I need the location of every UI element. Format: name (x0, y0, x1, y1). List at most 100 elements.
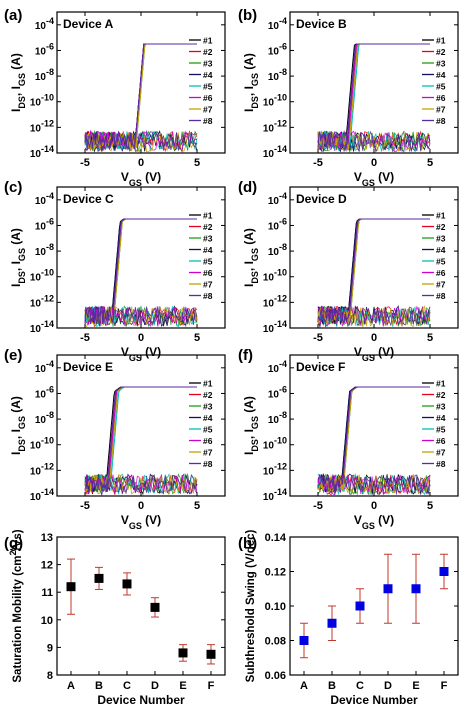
plot-frame (56, 354, 226, 497)
x-tick-label: -5 (80, 500, 90, 512)
plot-frame (56, 536, 226, 676)
drain-current-line-7 (84, 386, 197, 493)
gate-current-line-5 (84, 305, 198, 328)
gate-current-line-8 (84, 129, 198, 153)
panel-letter: (h) (238, 535, 257, 552)
x-tick-label: -5 (80, 157, 90, 169)
panel-title: Device A (63, 17, 114, 31)
data-marker (178, 648, 188, 658)
x-tick-label: C (356, 680, 364, 692)
panel-letter: (e) (4, 347, 22, 364)
y-tick-label: 10-14 (30, 319, 54, 335)
y-tick-label: 10-8 (35, 410, 54, 426)
x-tick-label: 0 (371, 157, 377, 169)
legend-label: #8 (203, 116, 213, 126)
gate-current-line-8 (84, 474, 198, 495)
plot-area (84, 43, 198, 153)
legend-label: #5 (436, 425, 446, 435)
legend-label: #1 (436, 379, 446, 389)
legend-label: #2 (436, 222, 446, 232)
y-axis-label: IDS, IGS (A) (242, 396, 260, 455)
legend-label: #7 (436, 280, 446, 290)
y-tick-label: 10-6 (35, 384, 54, 400)
panel-title: Device B (296, 17, 347, 31)
y-tick-label: 10-10 (263, 93, 287, 109)
panel-letter: (d) (238, 179, 257, 196)
transfer-panel-device-f: -5 0 5 10-4 10-6 10-8 10-10 10-12 10-14 Device F (… (238, 347, 459, 531)
legend-label: #2 (203, 390, 213, 400)
y-tick-label: 10-10 (30, 436, 54, 452)
x-tick-label: B (95, 680, 103, 692)
panel-letter: (f) (238, 347, 253, 364)
transfer-panel-device-d: -5 0 5 10-4 10-6 10-8 10-10 10-12 10-14 Device D (… (238, 179, 459, 363)
y-axis-label: IDS, IGS (A) (9, 53, 27, 112)
y-tick-label: 10-14 (263, 144, 287, 160)
x-tick-label: D (151, 680, 159, 692)
gate-current-line-6 (317, 305, 431, 327)
y-tick-label: 10-8 (35, 67, 54, 83)
y-tick-label: 10-4 (35, 16, 54, 32)
y-tick-label: 13 (41, 532, 53, 544)
y-axis-label: Saturation Mobility (cm2/Vs) (8, 529, 24, 682)
y-tick-label: 10-8 (35, 242, 54, 258)
legend-label: #3 (203, 402, 213, 412)
legend-label: #2 (436, 47, 446, 57)
gate-current-line-7 (317, 130, 431, 153)
data-marker (411, 584, 421, 594)
x-axis-label: VGS (V) (354, 170, 394, 188)
y-tick-label: 10-4 (268, 191, 287, 207)
y-tick-label: 10-6 (35, 216, 54, 232)
plot-area (317, 386, 431, 496)
scatter-panel-mobility: 8 9 10 11 12 13 A B C D E F Device Number Saturation … (4, 529, 226, 707)
y-axis-label: IDS, IGS (A) (9, 396, 27, 455)
x-tick-label: E (412, 680, 419, 692)
gate-current-line-8 (317, 305, 431, 328)
x-tick-label: D (384, 680, 392, 692)
gate-current-line-6 (84, 131, 198, 153)
legend-label: #8 (203, 459, 213, 469)
gate-current-line-6 (84, 473, 198, 495)
x-tick-label: 5 (427, 157, 433, 169)
x-tick-label: 5 (194, 500, 200, 512)
y-tick-label: 10-12 (263, 293, 287, 309)
legend-label: #6 (436, 436, 446, 446)
data-marker (122, 579, 132, 589)
drain-current-line-8 (317, 218, 430, 324)
legend-label: #6 (436, 268, 446, 278)
legend-label: #6 (203, 436, 213, 446)
data-marker (150, 602, 160, 612)
panel-letter: (b) (238, 7, 257, 24)
legend-label: #2 (203, 47, 213, 57)
gate-current-line-8 (317, 473, 431, 495)
y-tick-label: 0.10 (265, 601, 286, 613)
x-axis-label: VGS (V) (121, 513, 161, 531)
panel-title: Device C (63, 192, 114, 206)
y-tick-label: 10-4 (35, 359, 54, 375)
gate-current-line-7 (317, 473, 431, 495)
y-axis-label: IDS, IGS (A) (242, 228, 260, 287)
legend-label: #4 (436, 413, 446, 423)
legend-label: #7 (436, 105, 446, 115)
x-tick-label: E (179, 680, 186, 692)
legend-label: #5 (203, 82, 213, 92)
legend-label: #1 (436, 211, 446, 221)
legend-label: #5 (436, 257, 446, 267)
x-tick-label: 0 (138, 500, 144, 512)
legend-label: #5 (203, 425, 213, 435)
x-tick-label: F (441, 680, 448, 692)
x-tick-label: 5 (427, 500, 433, 512)
y-tick-label: 10-4 (268, 16, 287, 32)
y-tick-label: 10-6 (35, 41, 54, 57)
data-marker (299, 636, 309, 645)
x-tick-label: -5 (313, 157, 323, 169)
y-tick-label: 10-10 (30, 268, 54, 284)
plot-frame (289, 536, 459, 676)
legend-label: #1 (203, 36, 213, 46)
y-axis-label: IDS, IGS (A) (242, 53, 260, 112)
panel-letter: (c) (4, 179, 22, 196)
x-axis-label: VGS (V) (121, 170, 161, 188)
x-axis-label: VGS (V) (354, 513, 394, 531)
legend-label: #6 (203, 93, 213, 103)
drain-current-line-8 (317, 43, 430, 149)
